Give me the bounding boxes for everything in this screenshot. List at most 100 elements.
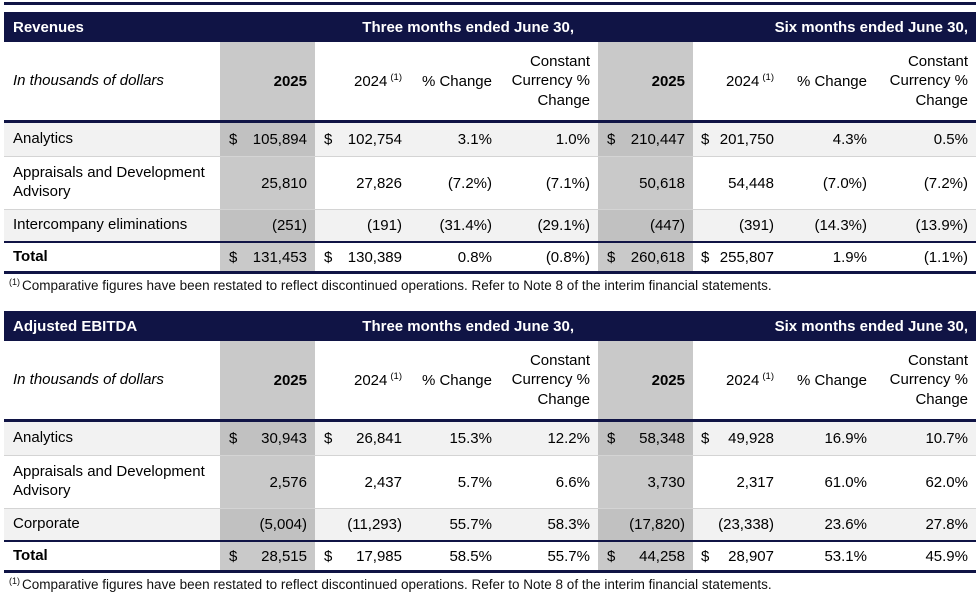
col-header-constant-currency: Constant Currency % Change bbox=[511, 351, 590, 408]
column-header-row: In thousands of dollars 2025 2024 (1) % C… bbox=[4, 341, 976, 422]
value-cell: (7.2%) bbox=[923, 174, 968, 192]
footnote-ref: (1) bbox=[390, 71, 402, 83]
value-cell: (11,293) bbox=[347, 516, 402, 533]
col-header-pct-change: % Change bbox=[796, 371, 867, 389]
value-cell: (5,004) bbox=[220, 509, 315, 540]
value-cell: 1.9% bbox=[832, 248, 867, 266]
value-cell: 2,317 bbox=[736, 473, 774, 491]
table-row-analytics: Analytics $105,894 $102,754 3.1% 1.0% $2… bbox=[4, 123, 976, 156]
value-cell: (7.2%) bbox=[447, 174, 492, 192]
value-cell: (391) bbox=[738, 217, 774, 234]
table-row-corporate: Corporate (5,004) (11,293) 55.7% 58.3% (… bbox=[4, 509, 976, 540]
revenues-title-bar: Revenues Three months ended June 30, Six… bbox=[4, 12, 976, 42]
col-header-constant-currency: Constant Currency % Change bbox=[889, 52, 968, 109]
value-cell: 55.7% bbox=[449, 516, 492, 533]
row-label: Appraisals and Development Advisory bbox=[13, 463, 205, 499]
value-cell: $30,943 bbox=[220, 422, 315, 455]
value-cell: 6.6% bbox=[555, 473, 590, 491]
value-cell: 25,810 bbox=[220, 157, 315, 209]
units-label: In thousands of dollars bbox=[13, 370, 164, 388]
value-cell: 27.8% bbox=[925, 516, 968, 533]
value-cell: 5.7% bbox=[457, 473, 492, 491]
value-cell: (17,820) bbox=[598, 509, 693, 540]
value-cell: (191) bbox=[366, 217, 402, 234]
value-cell: 16.9% bbox=[824, 430, 867, 447]
col-header-2024: 2024 (1) bbox=[354, 71, 402, 90]
value-cell: 3.1% bbox=[457, 131, 492, 148]
table-row-intercompany: Intercompany eliminations (251) (191) (3… bbox=[4, 210, 976, 241]
value-cell: (251) bbox=[220, 210, 315, 241]
col-header-constant-currency: Constant Currency % Change bbox=[511, 52, 590, 109]
value-cell: $210,447 bbox=[598, 123, 693, 156]
value-cell: 58.3% bbox=[547, 516, 590, 533]
value-cell: (13.9%) bbox=[915, 217, 968, 234]
value-cell: 61.0% bbox=[824, 473, 867, 491]
value-cell: (29.1%) bbox=[537, 217, 590, 234]
value-cell: 0.5% bbox=[933, 131, 968, 148]
value-cell: $105,894 bbox=[220, 123, 315, 156]
row-label: Total bbox=[13, 247, 48, 265]
footnote-marker: (1) bbox=[9, 276, 20, 287]
col-header-2025: 2025 bbox=[598, 42, 693, 120]
value-cell: 3,730 bbox=[598, 456, 693, 508]
footnote: (1) Comparative figures have been restate… bbox=[9, 276, 772, 293]
table-row-appraisals: Appraisals and Development Advisory 25,8… bbox=[4, 156, 976, 210]
value-cell: 55.7% bbox=[547, 547, 590, 565]
row-label: Corporate bbox=[13, 515, 80, 533]
col-header-pct-change: % Change bbox=[796, 72, 867, 90]
footnote-ref: (1) bbox=[390, 370, 402, 382]
table-title: Revenues bbox=[13, 18, 84, 36]
revenues-table: Revenues Three months ended June 30, Six… bbox=[4, 12, 976, 295]
period-header-three-months: Three months ended June 30, bbox=[362, 18, 574, 36]
value-cell: $28,907 bbox=[701, 547, 774, 565]
units-label: In thousands of dollars bbox=[13, 71, 164, 89]
footnote-ref: (1) bbox=[762, 370, 774, 382]
value-cell: 2,437 bbox=[364, 473, 402, 491]
value-cell: (447) bbox=[598, 210, 693, 241]
table-title: Adjusted EBITDA bbox=[13, 317, 138, 335]
col-header-pct-change: % Change bbox=[421, 371, 492, 389]
row-label: Analytics bbox=[13, 130, 74, 148]
value-cell: 0.8% bbox=[457, 248, 492, 266]
value-cell: 58.5% bbox=[449, 547, 492, 565]
period-header-six-months: Six months ended June 30, bbox=[774, 18, 968, 36]
value-cell: 15.3% bbox=[449, 430, 492, 447]
value-cell: $26,841 bbox=[324, 430, 402, 447]
value-cell: (23,338) bbox=[718, 516, 774, 533]
col-header-2025: 2025 bbox=[220, 42, 315, 120]
table-row-total: Total $131,453 $130,389 0.8% (0.8%) $260… bbox=[4, 241, 976, 274]
top-divider bbox=[4, 2, 976, 5]
col-header-2025: 2025 bbox=[220, 341, 315, 419]
table-row-total: Total $28,515 $17,985 58.5% 55.7% $44,25… bbox=[4, 540, 976, 573]
value-cell: $130,389 bbox=[324, 248, 402, 266]
footnote: (1) Comparative figures have been restate… bbox=[9, 575, 772, 592]
ebitda-title-bar: Adjusted EBITDA Three months ended June … bbox=[4, 311, 976, 341]
row-label: Appraisals and Development Advisory bbox=[13, 164, 205, 200]
value-cell: 53.1% bbox=[824, 547, 867, 565]
value-cell: 54,448 bbox=[728, 174, 774, 192]
row-label: Intercompany eliminations bbox=[13, 216, 188, 234]
value-cell: 45.9% bbox=[925, 547, 968, 565]
value-cell: (31.4%) bbox=[439, 217, 492, 234]
value-cell: $49,928 bbox=[701, 430, 774, 447]
col-header-2025: 2025 bbox=[598, 341, 693, 419]
value-cell: 1.0% bbox=[555, 131, 590, 148]
value-cell: 2,576 bbox=[220, 456, 315, 508]
value-cell: (7.0%) bbox=[822, 174, 867, 192]
table-row-analytics: Analytics $30,943 $26,841 15.3% 12.2% $5… bbox=[4, 422, 976, 455]
value-cell: $102,754 bbox=[324, 131, 402, 148]
value-cell: (1.1%) bbox=[923, 248, 968, 266]
value-cell: 23.6% bbox=[824, 516, 867, 533]
col-header-constant-currency: Constant Currency % Change bbox=[889, 351, 968, 408]
value-cell: 27,826 bbox=[356, 174, 402, 192]
column-header-row: In thousands of dollars 2025 2024 (1) % C… bbox=[4, 42, 976, 123]
value-cell: $44,258 bbox=[598, 542, 693, 570]
value-cell: $17,985 bbox=[324, 547, 402, 565]
value-cell: $58,348 bbox=[598, 422, 693, 455]
value-cell: $201,750 bbox=[701, 131, 774, 148]
value-cell: $255,807 bbox=[701, 248, 774, 266]
value-cell: 50,618 bbox=[598, 157, 693, 209]
col-header-2024: 2024 (1) bbox=[354, 370, 402, 389]
col-header-2024: 2024 (1) bbox=[726, 71, 774, 90]
